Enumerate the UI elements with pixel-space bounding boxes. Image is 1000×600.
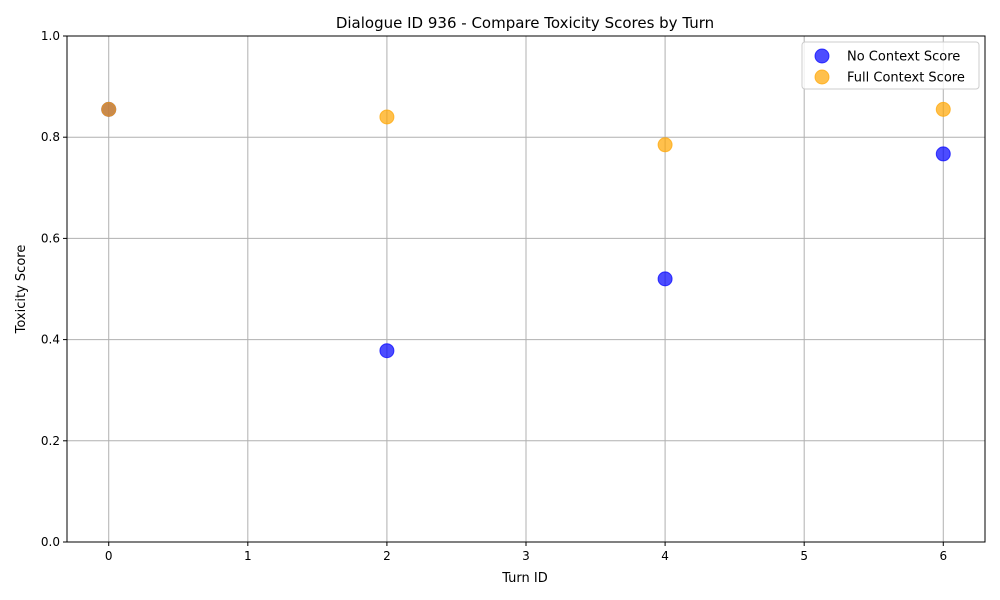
legend: No Context Score Full Context Score <box>801 41 980 90</box>
data-point-no-context <box>379 343 395 359</box>
y-tick-label: 0.0 <box>41 535 60 549</box>
x-tick-label: 3 <box>522 549 530 563</box>
x-axis-label: Turn ID <box>501 571 548 586</box>
y-axis: 0.0 0.2 0.4 0.6 0.8 1.0 <box>41 29 67 549</box>
x-axis: 0 1 2 3 4 5 6 <box>105 542 947 563</box>
legend-box <box>801 41 980 90</box>
legend-marker <box>814 48 830 64</box>
y-tick-label: 0.2 <box>41 434 60 448</box>
legend-label: No Context Score <box>847 50 960 65</box>
x-tick-label: 6 <box>939 549 947 563</box>
data-point-full-context <box>657 137 673 153</box>
y-tick-label: 1.0 <box>41 29 60 43</box>
x-tick-label: 5 <box>800 549 808 563</box>
data-point-no-context <box>657 271 673 287</box>
legend-label: Full Context Score <box>847 71 965 86</box>
data-point-no-context <box>935 146 951 162</box>
y-tick-label: 0.8 <box>41 130 60 144</box>
data-point-full-context <box>379 109 395 125</box>
x-tick-label: 2 <box>383 549 391 563</box>
chart-title: Dialogue ID 936 - Compare Toxicity Score… <box>336 14 714 32</box>
x-tick-label: 0 <box>105 549 113 563</box>
x-tick-label: 1 <box>244 549 252 563</box>
grid <box>67 35 985 543</box>
data-point-full-context <box>935 101 951 117</box>
data-point-full-context <box>101 101 117 117</box>
y-axis-label: Toxicity Score <box>14 245 29 335</box>
x-tick-label: 4 <box>661 549 669 563</box>
legend-marker <box>814 69 830 85</box>
y-tick-label: 0.6 <box>41 231 60 245</box>
y-tick-label: 0.4 <box>41 333 60 347</box>
data-points <box>101 101 951 359</box>
